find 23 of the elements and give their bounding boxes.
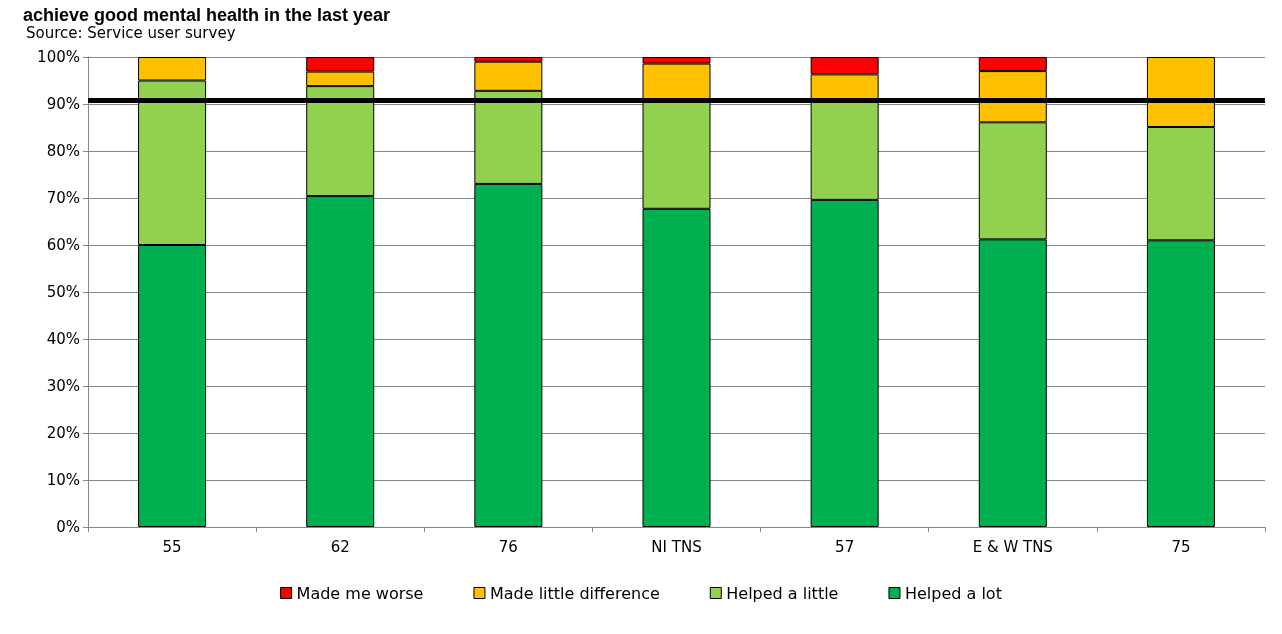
x-tick-label: 76 [498, 537, 518, 556]
y-tick-label: 70% [46, 189, 80, 207]
x-tick-label: 57 [835, 537, 855, 556]
y-tick-label: 50% [46, 283, 80, 301]
y-tick-label: 40% [46, 330, 80, 348]
y-tick-label: 80% [46, 142, 80, 160]
y-tick-label: 0% [56, 518, 80, 536]
y-tick-label: 30% [46, 377, 80, 395]
x-tick-label: NI TNS [651, 537, 702, 556]
legend-label: Helped a little [726, 583, 839, 603]
y-tick-label: 20% [46, 424, 80, 442]
x-tick-label: E & W TNS [972, 537, 1053, 556]
x-tick-label: 75 [1171, 537, 1191, 556]
x-tick-label: 55 [162, 537, 182, 556]
y-tick-label: 90% [46, 95, 80, 113]
legend-label: Made little difference [489, 583, 660, 603]
chart-title: achieve good mental health in the last year [23, 5, 391, 25]
x-tick-label: 62 [330, 537, 350, 556]
y-tick-label: 10% [46, 471, 80, 489]
legend-label: Helped a lot [904, 583, 1002, 603]
y-tick-label: 100% [37, 48, 80, 66]
legend-label: Made me worse [296, 583, 424, 603]
y-tick-label: 60% [46, 236, 80, 254]
